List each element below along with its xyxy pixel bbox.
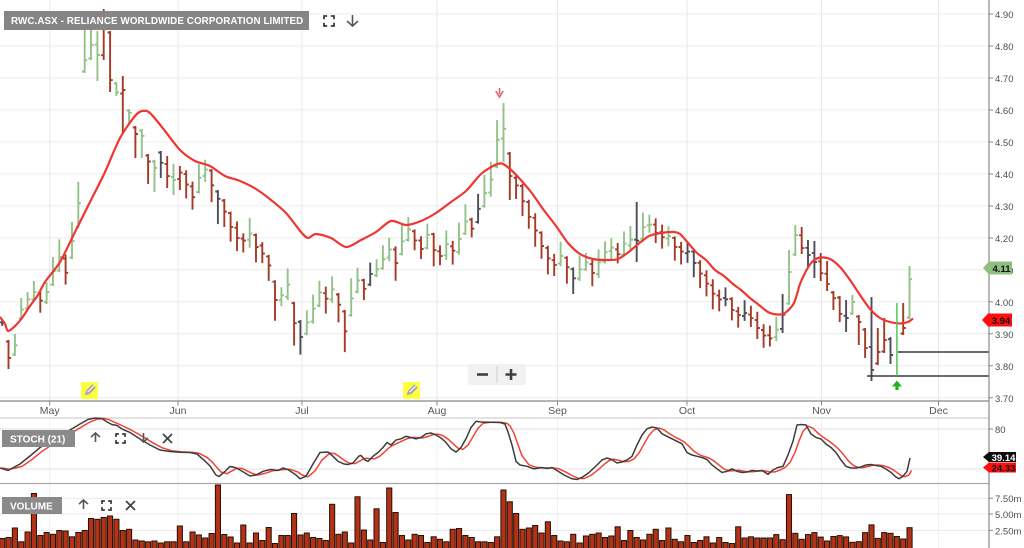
svg-text:3.80: 3.80 [995,362,1014,373]
svg-text:4.40: 4.40 [995,170,1014,181]
svg-text:4.00: 4.00 [995,298,1014,309]
svg-text:VOLUME: VOLUME [10,502,53,513]
svg-text:Jun: Jun [170,405,187,417]
svg-text:4.11: 4.11 [993,264,1012,275]
svg-text:RWC.ASX - RELIANCE WORLDWIDE C: RWC.ASX - RELIANCE WORLDWIDE CORPORATION… [11,16,303,27]
svg-text:4.30: 4.30 [995,202,1014,213]
svg-text:3.94: 3.94 [992,316,1011,327]
svg-text:Sep: Sep [548,405,567,417]
svg-text:Nov: Nov [812,405,831,417]
svg-text:4.50: 4.50 [995,138,1014,149]
svg-text:STOCH (21): STOCH (21) [10,435,65,446]
svg-text:4.20: 4.20 [995,234,1014,245]
svg-text:7.50m: 7.50m [995,494,1021,505]
svg-text:Aug: Aug [428,405,447,417]
svg-text:2.50m: 2.50m [995,526,1021,537]
svg-text:Dec: Dec [929,405,948,417]
svg-text:Oct: Oct [679,405,695,417]
svg-text:4.70: 4.70 [995,74,1014,85]
svg-text:4.80: 4.80 [995,42,1014,53]
svg-text:5.00m: 5.00m [995,510,1021,521]
svg-text:80: 80 [995,425,1006,436]
svg-text:4.60: 4.60 [995,106,1014,117]
svg-text:39.14: 39.14 [992,453,1016,464]
svg-text:24.33: 24.33 [992,464,1016,475]
svg-text:May: May [40,405,61,417]
svg-text:3.90: 3.90 [995,330,1014,341]
svg-text:Jul: Jul [295,405,308,417]
svg-text:3.70: 3.70 [995,394,1014,405]
svg-text:4.90: 4.90 [995,10,1014,21]
